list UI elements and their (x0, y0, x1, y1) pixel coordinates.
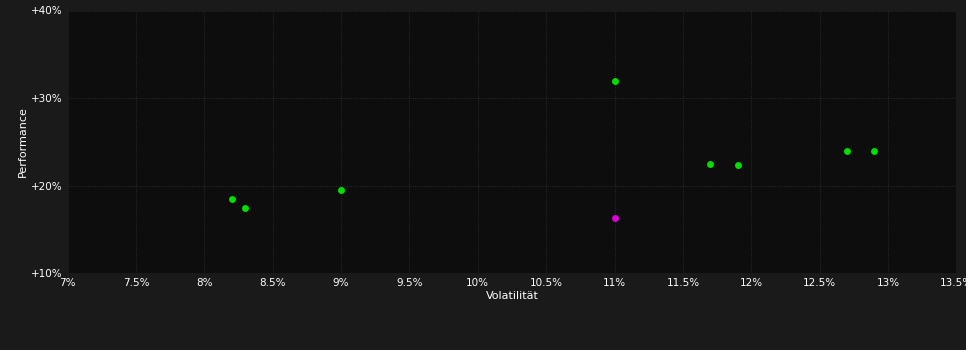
Point (333, 187, 349, 193)
Point (730, 163, 746, 168)
Point (238, 205, 253, 211)
X-axis label: Volatilität: Volatilität (486, 290, 538, 301)
Point (607, 215, 622, 221)
Point (702, 161, 718, 167)
Point (607, 78, 622, 83)
Y-axis label: Performance: Performance (18, 106, 28, 177)
Point (867, 149, 882, 154)
Point (224, 196, 240, 202)
Point (839, 148, 855, 153)
